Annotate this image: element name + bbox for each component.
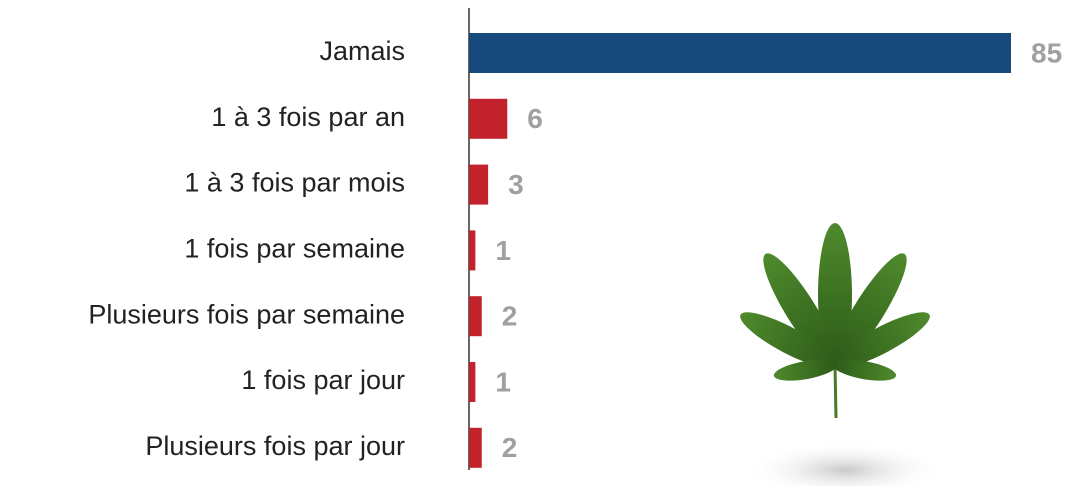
bar (469, 296, 482, 337)
value-label: 1 (495, 366, 511, 397)
category-label: Plusieurs fois par semaine (88, 299, 405, 329)
category-label: 1 fois par jour (241, 365, 405, 395)
value-label: 2 (502, 432, 518, 463)
category-label: 1 à 3 fois par an (211, 102, 405, 132)
bar (469, 230, 476, 271)
value-label: 85 (1031, 37, 1062, 68)
category-label: 1 fois par semaine (184, 234, 405, 264)
category-label: 1 à 3 fois par mois (184, 168, 405, 198)
value-label: 2 (502, 301, 518, 332)
bar (469, 98, 508, 139)
value-label: 3 (508, 169, 524, 200)
bar (469, 362, 476, 402)
category-label: Jamais (319, 36, 405, 66)
bar (469, 33, 1011, 73)
value-label: 1 (495, 235, 511, 266)
bar (469, 164, 489, 205)
leaf-illustration (740, 223, 945, 486)
value-label: 6 (527, 103, 543, 134)
bar (469, 427, 482, 468)
category-label: Plusieurs fois par jour (145, 431, 405, 461)
